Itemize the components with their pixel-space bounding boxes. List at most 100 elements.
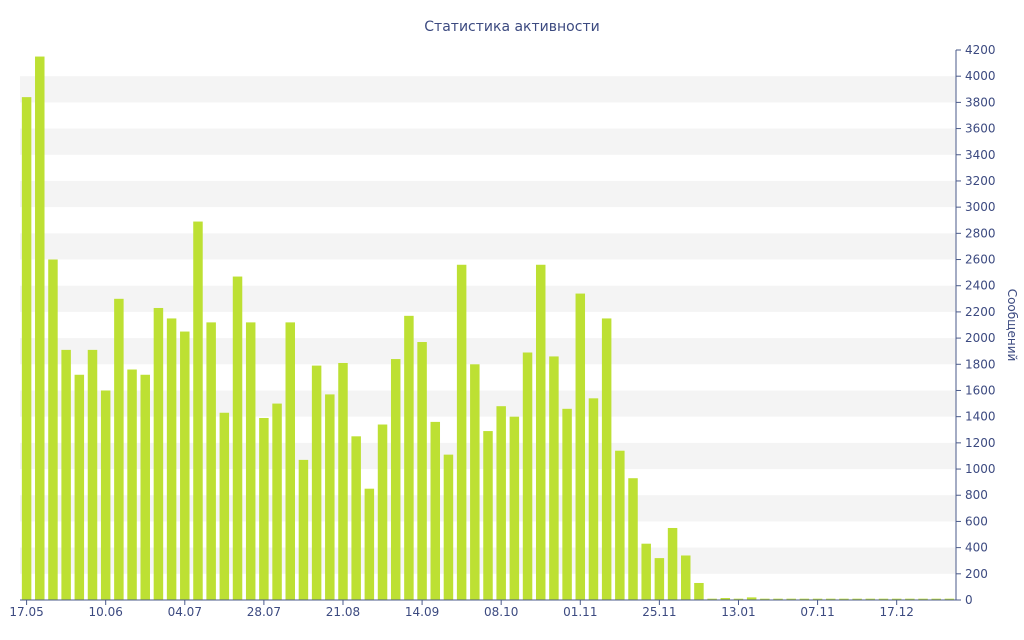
x-tick-label: 28.07 <box>247 605 281 619</box>
bar <box>127 369 137 600</box>
x-tick-label: 21.08 <box>326 605 360 619</box>
x-tick-label: 07.11 <box>800 605 834 619</box>
grid-band <box>20 285 956 312</box>
bar <box>694 582 704 600</box>
chart-title: Статистика активности <box>424 19 599 35</box>
x-tick-label: 17.12 <box>879 605 913 619</box>
y-tick-label: 1800 <box>965 357 996 371</box>
grid-band <box>20 76 956 103</box>
bar <box>272 403 282 600</box>
grid-band <box>20 128 956 155</box>
bar <box>180 331 190 600</box>
bar-series <box>21 56 955 601</box>
bar <box>35 56 45 601</box>
bar <box>338 362 348 600</box>
y-tick-label: 3000 <box>965 200 996 214</box>
grid-band <box>20 180 956 208</box>
y-tick-label: 1000 <box>965 462 996 476</box>
y-tick-label: 2600 <box>965 253 996 267</box>
grid-band <box>20 233 956 260</box>
bar <box>641 543 651 600</box>
y-axis-label: Сообщений <box>1005 289 1019 362</box>
x-tick-label: 04.07 <box>168 605 202 619</box>
bar <box>470 364 480 600</box>
bar <box>245 322 256 600</box>
bar <box>377 424 388 600</box>
bar <box>140 374 150 600</box>
y-tick-label: 4200 <box>965 43 996 57</box>
bar <box>114 298 124 600</box>
x-tick-label: 10.06 <box>89 605 123 619</box>
bar <box>918 598 928 600</box>
bar <box>905 598 915 600</box>
bar <box>707 598 717 600</box>
y-tick-label: 600 <box>965 514 988 528</box>
bar <box>430 421 441 600</box>
y-tick-label: 1200 <box>965 436 996 450</box>
bar <box>773 598 783 600</box>
bar <box>878 598 889 600</box>
x-tick-label: 14.09 <box>405 605 439 619</box>
bar <box>720 598 731 600</box>
bar <box>443 454 454 600</box>
bar <box>654 558 665 600</box>
x-tick-label: 17.05 <box>9 605 43 619</box>
y-tick-label: 3600 <box>965 122 996 136</box>
y-tick-label: 1600 <box>965 383 996 397</box>
x-tick-label: 01.11 <box>563 605 597 619</box>
bar <box>259 417 269 600</box>
bar <box>588 398 599 600</box>
bar <box>615 450 625 600</box>
bar <box>944 598 955 600</box>
y-tick-label: 4000 <box>965 69 996 83</box>
bar <box>667 527 678 600</box>
y-tick-label: 400 <box>965 541 988 555</box>
bar <box>390 359 401 600</box>
bar <box>166 318 177 600</box>
y-axis-ticks: 0 200 400 600 800 1000 1200 1400 1600 1800 2000 220… <box>956 43 996 607</box>
bar <box>799 598 810 600</box>
bar <box>496 406 506 600</box>
bar <box>575 293 586 600</box>
bar <box>865 598 876 600</box>
bar <box>601 318 612 600</box>
y-tick-label: 800 <box>965 488 988 502</box>
bar <box>61 349 71 600</box>
y-tick-label: 2200 <box>965 305 996 319</box>
x-axis-ticks: 17.05 10.06 04.07 28.07 21.08 14.09 08.10 01.11… <box>9 600 914 619</box>
bar <box>87 349 98 600</box>
bar <box>325 394 335 600</box>
bar <box>219 412 230 600</box>
y-tick-label: 2400 <box>965 279 996 293</box>
bar <box>746 597 757 600</box>
y-tick-label: 3800 <box>965 95 996 109</box>
bar <box>100 390 111 600</box>
y-tick-label: 200 <box>965 567 988 581</box>
bar <box>812 598 823 600</box>
bar <box>891 598 902 600</box>
bar <box>153 307 164 600</box>
bar <box>364 488 375 600</box>
bar <box>285 322 295 600</box>
bar <box>562 408 572 600</box>
bar <box>733 598 744 600</box>
bar <box>628 478 638 600</box>
y-tick-label: 0 <box>965 593 973 607</box>
bar <box>760 598 770 600</box>
bar <box>483 431 493 600</box>
bar <box>852 598 862 600</box>
bar <box>206 322 216 600</box>
bar <box>298 459 309 600</box>
bar <box>232 276 243 600</box>
bar <box>509 416 520 600</box>
bar <box>839 598 849 600</box>
bar <box>351 436 361 600</box>
bar <box>826 598 836 600</box>
bar <box>417 342 427 600</box>
bar <box>48 259 58 600</box>
y-tick-label: 2800 <box>965 226 996 240</box>
bar <box>681 555 691 600</box>
x-tick-label: 25.11 <box>642 605 676 619</box>
bar <box>21 97 32 600</box>
bar <box>535 264 546 600</box>
